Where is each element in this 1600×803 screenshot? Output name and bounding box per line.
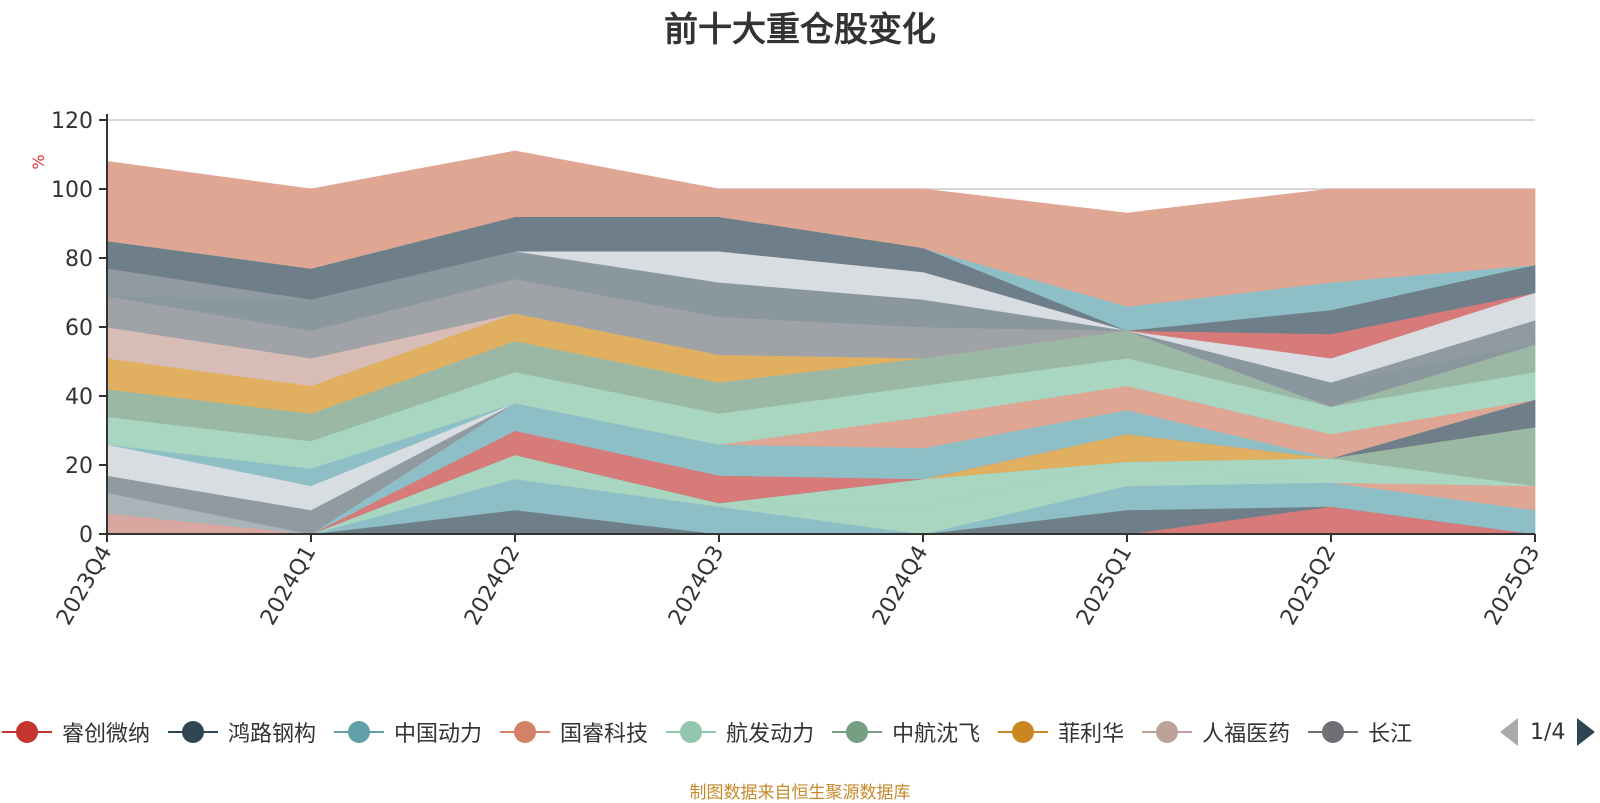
legend-item[interactable]: 国睿科技 xyxy=(500,712,648,752)
legend-next-page-icon[interactable] xyxy=(1577,718,1596,746)
chart-title: 前十大重仓股变化 xyxy=(664,10,936,50)
legend-label: 睿创微纳 xyxy=(62,722,151,747)
legend-item[interactable]: 中国动力 xyxy=(334,712,482,752)
x-tick-label: 2025Q3 xyxy=(1480,542,1545,630)
legend-swatch-icon xyxy=(832,720,883,744)
legend-swatch-icon xyxy=(2,720,52,744)
legend-swatch-icon xyxy=(168,720,219,744)
legend-swatch-icon xyxy=(1308,720,1359,744)
legend-prev-page-icon[interactable] xyxy=(1500,718,1518,746)
legend-swatch-icon xyxy=(1142,720,1193,744)
legend-item[interactable]: 鸿路钢构 xyxy=(168,712,316,752)
legend-swatch-icon xyxy=(334,720,385,744)
legend-label: 中国动力 xyxy=(394,722,483,747)
legend: 睿创微纳 鸿路钢构 中国动力 国睿科技 航发动力 中航沈飞 菲利华 人福医药 长江 1/4 xyxy=(0,712,1600,752)
legend-item[interactable]: 人福医药 xyxy=(1142,712,1290,752)
y-tick-label: 40 xyxy=(65,385,93,410)
x-tick-label: 2024Q4 xyxy=(868,542,933,630)
source-note: 制图数据来自恒生聚源数据库 xyxy=(689,783,911,803)
y-axis-unit-label: % xyxy=(29,154,48,169)
legend-page-indicator: 1/4 xyxy=(1530,719,1566,745)
legend-swatch-icon xyxy=(998,720,1049,744)
x-tick-label: 2024Q3 xyxy=(664,542,729,630)
legend-swatch-icon xyxy=(666,720,717,744)
y-tick-label: 80 xyxy=(65,247,93,272)
y-tick-label: 20 xyxy=(65,454,93,479)
y-tick-label: 0 xyxy=(79,523,93,548)
x-tick-label: 2024Q1 xyxy=(256,542,321,630)
legend-label: 长江 xyxy=(1368,722,1413,747)
x-tick-label: 2025Q2 xyxy=(1276,542,1341,630)
legend-label: 人福医药 xyxy=(1202,722,1291,747)
x-tick-label: 2024Q2 xyxy=(460,542,525,630)
chart-plot: 0 20 40 60 80 100 120% 2023Q4 2024Q1 2024Q2 2024Q3… xyxy=(29,109,1545,630)
legend-pager: 1/4 xyxy=(1500,712,1596,752)
x-tick-label: 2025Q1 xyxy=(1072,542,1137,630)
legend-label: 鸿路钢构 xyxy=(228,722,317,747)
y-tick-label: 60 xyxy=(65,316,93,341)
legend-items: 睿创微纳 鸿路钢构 中国动力 国睿科技 航发动力 中航沈飞 菲利华 人福医药 长江 xyxy=(0,712,1480,752)
y-tick-label: 120 xyxy=(51,109,93,134)
legend-label: 中航沈飞 xyxy=(892,722,981,747)
x-tick-label: 2023Q4 xyxy=(52,542,117,630)
area-series-31 xyxy=(106,150,1536,307)
legend-item[interactable]: 菲利华 xyxy=(998,712,1124,752)
legend-label: 航发动力 xyxy=(726,722,815,747)
y-tick-label: 100 xyxy=(51,178,93,203)
legend-item[interactable]: 中航沈飞 xyxy=(832,712,980,752)
legend-label: 菲利华 xyxy=(1058,722,1125,747)
legend-label: 国睿科技 xyxy=(560,722,649,747)
legend-item[interactable]: 睿创微纳 xyxy=(2,712,150,752)
legend-swatch-icon xyxy=(500,720,551,744)
legend-item[interactable]: 航发动力 xyxy=(666,712,814,752)
legend-item[interactable]: 长江 xyxy=(1308,712,1412,752)
